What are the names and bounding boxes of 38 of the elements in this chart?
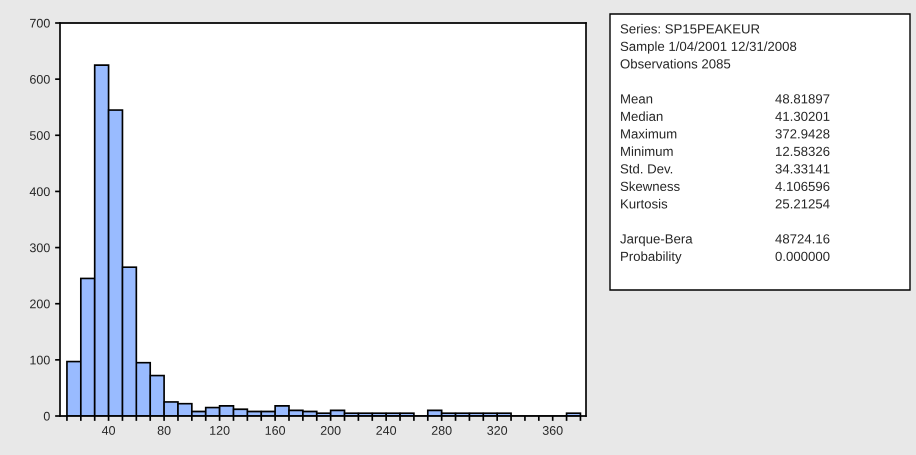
text: Minimum [621,146,673,156]
x-tick-label: 80 [158,426,171,435]
text: Skewness [620,181,680,192]
y-tick-label: 700 [30,18,50,28]
text: Maximum [621,128,676,139]
x-tick-label: 120 [210,426,230,435]
text: Std. Dev. [620,164,672,174]
text: 41.30201 [775,112,830,122]
text: 48.81897 [775,94,830,104]
y-tick-label: 300 [30,243,50,252]
text: Median [621,111,662,122]
x-tick-label: 360 [542,426,563,435]
y-tick-label: 600 [30,74,50,84]
text: 372.9428 [776,129,830,139]
y-tick-label: 200 [30,300,50,308]
text: Mean [621,94,652,104]
x-tick-label: 160 [266,426,286,435]
x-tick-label: 320 [487,426,508,435]
text: Kurtosis [621,198,668,209]
text: Jarque-Bera [620,234,693,246]
x-tick-label: 280 [432,426,452,435]
text: Probability [621,251,682,264]
y-tick-label: 400 [30,187,50,196]
y-tick-label: 500 [30,131,50,140]
text: 0.000000 [776,252,830,262]
text: Series: SP15PEAKEUR [620,24,760,34]
text: 12.58326 [776,146,830,156]
text: 25.21254 [776,199,830,209]
text: Observations 2085 [620,58,730,69]
text: Sample 1/04/2001 12/31/2008 [620,41,796,54]
x-tick-label: 200 [320,426,341,435]
x-tick-label: 240 [376,426,396,435]
text: 48724.16 [775,234,830,244]
text: 34.33141 [776,164,830,174]
x-tick-label: 40 [102,426,116,435]
text: 4.106596 [775,182,830,192]
y-tick-label: 100 [30,356,50,365]
y-tick-label: 0 [44,412,50,421]
